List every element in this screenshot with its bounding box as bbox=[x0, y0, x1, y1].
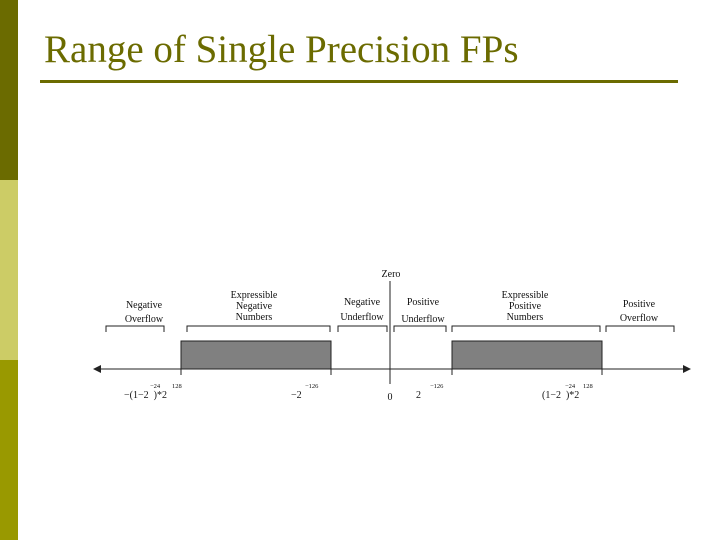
zero-label: Zero bbox=[382, 269, 401, 280]
expressible-negative-bar bbox=[180, 340, 332, 370]
region-label-line: Expressible bbox=[502, 290, 549, 301]
bracket-positive-overflow bbox=[605, 325, 675, 332]
left-arrow-icon bbox=[93, 365, 101, 373]
tick-label-neg-min-exp: −126 bbox=[305, 383, 319, 390]
tick-label-neg-max-exp1: −24 bbox=[150, 383, 161, 390]
region-label-line: Expressible bbox=[231, 290, 278, 301]
title-underline bbox=[40, 80, 678, 83]
region-label-line: Positive bbox=[509, 301, 542, 312]
tick-marks bbox=[180, 369, 603, 375]
tick-label-pos-max-exp2: 128 bbox=[583, 383, 593, 390]
tick-label-zero: 0 bbox=[388, 392, 393, 403]
region-label-line: Negative bbox=[236, 301, 273, 312]
region-label-line: Overflow bbox=[620, 313, 659, 324]
bracket-negative-overflow bbox=[105, 325, 165, 332]
slide-title: Range of Single Precision FPs bbox=[44, 28, 519, 71]
side-bar-bottom bbox=[0, 360, 18, 540]
bracket-positive-underflow bbox=[393, 325, 447, 332]
region-label-line: Negative bbox=[344, 297, 381, 308]
region-label-line: Underflow bbox=[340, 312, 384, 323]
tick-label-neg-min: −2 bbox=[291, 390, 302, 401]
tick-label-pos-max-exp1: −24 bbox=[565, 383, 576, 390]
region-label-line: Positive bbox=[407, 297, 440, 308]
region-label-line: Positive bbox=[623, 299, 656, 310]
region-label-line: Negative bbox=[126, 300, 163, 311]
region-brackets bbox=[105, 325, 675, 332]
region-label-line: Underflow bbox=[401, 314, 445, 325]
bracket-expressible-positive bbox=[451, 325, 601, 332]
region-label-line: Numbers bbox=[507, 312, 544, 323]
expressible-positive-bar bbox=[451, 340, 603, 370]
tick-label-pos-max: (1−2 )*2 bbox=[542, 390, 579, 401]
region-label-line: Overflow bbox=[125, 314, 164, 325]
tick-label-pos-min-exp: −126 bbox=[430, 383, 444, 390]
tick-label-pos-min: 2 bbox=[416, 390, 421, 401]
tick-label-neg-max: −(1−2 )*2 bbox=[124, 390, 167, 401]
side-bar-top bbox=[0, 0, 18, 180]
right-arrow-icon bbox=[683, 365, 691, 373]
region-label-line: Numbers bbox=[236, 312, 273, 323]
side-bar-middle bbox=[0, 180, 18, 360]
bracket-negative-underflow bbox=[337, 325, 388, 332]
bracket-expressible-negative bbox=[186, 325, 331, 332]
tick-label-neg-max-exp2: 128 bbox=[172, 383, 182, 390]
